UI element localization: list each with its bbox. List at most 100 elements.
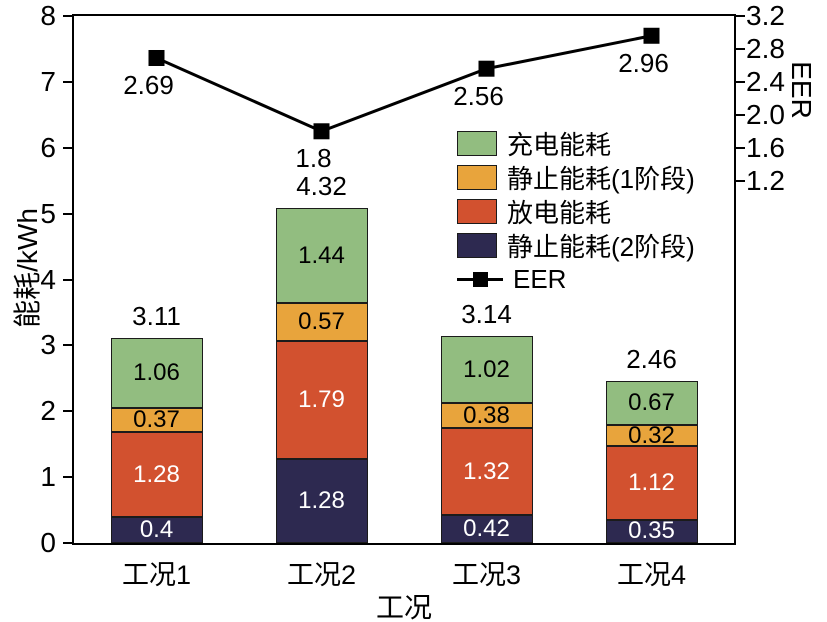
legend-label: EER <box>513 263 567 294</box>
y-axis-tick-mark <box>63 146 72 149</box>
right-axis-tick-label: 1.6 <box>746 131 785 163</box>
right-axis-tick-label: 2.4 <box>746 65 785 97</box>
right-axis-tick-mark <box>736 113 745 116</box>
legend-label: 充电能耗 <box>507 129 612 160</box>
eer-point-value: 1.8 <box>295 143 332 174</box>
bar-segment: 1.02 <box>440 336 533 404</box>
x-axis-category-label: 工况3 <box>451 560 522 590</box>
y-axis-tick-mark <box>63 344 72 347</box>
y-axis-tick-mark <box>63 80 72 83</box>
y-axis-tick-label: 8 <box>40 0 56 31</box>
bar-segment: 1.28 <box>110 432 203 517</box>
legend-label: 静止能耗(2阶段) <box>507 231 695 262</box>
bar-total-value: 3.14 <box>461 299 512 330</box>
bar-segment-value: 1.12 <box>628 469 675 497</box>
legend-item: 静止能耗(2阶段) <box>457 228 695 262</box>
bar-segment: 1.44 <box>275 208 368 304</box>
y-axis-tick-label: 6 <box>40 131 56 163</box>
bar-segment-value: 0.4 <box>139 515 174 543</box>
legend-label: 放电能耗 <box>507 197 612 228</box>
y-axis-tick-mark <box>63 212 72 215</box>
bar-segment-value: 0.37 <box>133 406 180 434</box>
x-axis-category-label: 工况4 <box>616 560 687 590</box>
bar-segment-value: 1.44 <box>298 241 345 269</box>
right-axis-tick-label: 2.8 <box>746 32 785 64</box>
eer-marker <box>643 27 660 44</box>
legend-item: EER <box>457 262 695 296</box>
y-axis-tick-label: 5 <box>40 197 56 229</box>
eer-line <box>155 34 652 133</box>
bar-segment-value: 0.38 <box>463 401 510 429</box>
right-axis-tick-mark <box>736 179 745 182</box>
bar-total-value: 3.11 <box>132 301 181 332</box>
bar-segment: 1.28 <box>275 458 368 543</box>
plot-area: 0.4 1.28 0.37 1.06 3.11 1.28 1.79 0.57 1.44 4.32 0… <box>72 14 736 545</box>
legend-item: 放电能耗 <box>457 194 695 228</box>
y-axis-tick-label: 0 <box>40 527 56 558</box>
y-axis-tick-mark <box>63 410 72 413</box>
bar-segment: 0.35 <box>605 517 698 545</box>
legend-item: 充电能耗 <box>457 126 695 160</box>
bar-segment: 1.06 <box>110 338 203 408</box>
bar-segment: 1.32 <box>440 428 533 516</box>
eer-point-value: 2.96 <box>618 47 669 78</box>
legend-swatch <box>457 130 497 156</box>
bar-segment-value: 1.32 <box>463 457 510 485</box>
bar-segment-value: 0.42 <box>463 515 510 543</box>
right-axis-tick-mark <box>736 146 745 149</box>
bar-segment: 0.37 <box>110 406 203 434</box>
bar-segment-value: 1.79 <box>298 385 345 413</box>
x-axis-title: 工况 <box>375 592 433 622</box>
y-axis-tick-label: 3 <box>40 329 56 361</box>
x-axis-category-label: 工况2 <box>286 560 357 590</box>
bar-segment-value: 1.28 <box>298 486 345 514</box>
right-axis-tick-mark <box>736 15 745 17</box>
eer-marker <box>313 123 330 140</box>
y-axis-tick-mark <box>63 542 72 544</box>
bar-total-value: 2.46 <box>626 343 677 374</box>
bar-segment: 0.32 <box>605 421 698 449</box>
y-axis-tick-mark <box>63 15 72 17</box>
legend-line-sample <box>457 267 503 292</box>
y-axis-tick-label: 4 <box>40 263 56 295</box>
y-axis-tick-label: 2 <box>40 395 56 427</box>
eer-point-value: 2.56 <box>453 80 504 111</box>
right-axis-tick-mark <box>736 80 745 83</box>
y-axis-tick-label: 1 <box>40 461 56 493</box>
bar-segment: 1.12 <box>605 446 698 520</box>
bar-segment-value: 0.35 <box>628 517 675 545</box>
bar-segment: 1.79 <box>275 340 368 459</box>
legend-swatch <box>457 232 497 258</box>
legend-label: 静止能耗(1阶段) <box>507 163 695 194</box>
bar-segment: 0.57 <box>275 303 368 341</box>
eer-marker <box>478 60 495 77</box>
eer-marker <box>148 49 165 66</box>
bar-segment-value: 0.57 <box>298 307 345 335</box>
y-axis-tick-mark <box>63 278 72 281</box>
legend: 充电能耗 静止能耗(1阶段) 放电能耗 静止能耗(2阶段) EER <box>457 126 695 296</box>
bar-segment-value: 1.06 <box>133 359 180 387</box>
bar-segment: 0.4 <box>110 515 203 543</box>
left-axis-title: 能耗/kWh <box>12 208 43 328</box>
eer-line-layer <box>148 27 660 140</box>
legend-item: 静止能耗(1阶段) <box>457 160 695 194</box>
bar-segment: 0.67 <box>605 380 698 426</box>
x-axis-category-label: 工况1 <box>121 560 192 590</box>
y-axis-tick-label: 7 <box>40 65 56 97</box>
right-axis-tick-label: 3.2 <box>746 0 785 31</box>
bar-total-value: 4.32 <box>296 171 347 202</box>
y-axis-tick-mark <box>63 476 72 479</box>
right-axis-tick-mark <box>736 47 745 50</box>
bar-segment-value: 1.02 <box>463 355 510 383</box>
right-axis-tick-label: 1.2 <box>746 164 785 196</box>
bar-segment-value: 0.67 <box>628 389 675 417</box>
legend-line-marker <box>473 271 488 287</box>
legend-swatch <box>457 164 497 190</box>
eer-point-value: 2.69 <box>123 69 174 100</box>
right-axis-tick-label: 2.0 <box>746 98 785 130</box>
bar-segment: 0.42 <box>440 515 533 543</box>
bar-segment-value: 0.32 <box>628 421 675 449</box>
legend-swatch <box>457 198 497 224</box>
bar-segment-value: 1.28 <box>133 460 180 488</box>
